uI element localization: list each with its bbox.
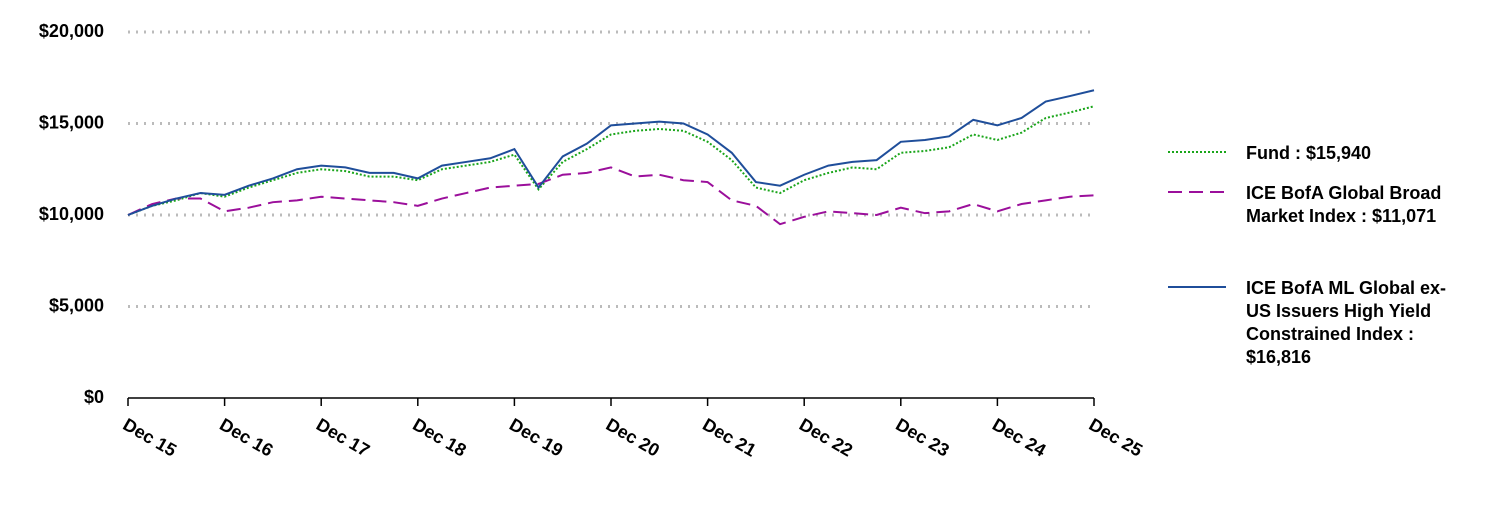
y-tick-label: $5,000 <box>49 295 104 315</box>
y-tick-label: $20,000 <box>39 21 104 41</box>
x-tick-label: Dec 20 <box>603 414 663 460</box>
x-tick-label: Dec 15 <box>120 414 180 460</box>
y-tick-label: $0 <box>84 387 104 407</box>
legend-label: Fund : $15,940 <box>1246 143 1372 163</box>
x-tick-label: Dec 17 <box>313 414 373 460</box>
series-line <box>127 105 1095 216</box>
x-tick-label: Dec 16 <box>216 414 276 460</box>
x-tick-label: Dec 22 <box>796 414 856 460</box>
legend-label: ICE BofA Global Broad Market Index : $11… <box>1246 183 1442 226</box>
x-tick-label: Dec 21 <box>699 414 759 460</box>
series-line <box>127 89 1095 216</box>
x-tick-label: Dec 19 <box>506 414 566 460</box>
x-tick-label: Dec 23 <box>892 414 952 460</box>
x-tick-label: Dec 18 <box>409 414 469 460</box>
legend-label: ICE BofA ML Global ex-US Issuers High Yi… <box>1246 278 1447 367</box>
series-line <box>127 166 1095 226</box>
x-tick-label: Dec 24 <box>989 414 1049 460</box>
x-tick-label: Dec 25 <box>1086 414 1146 460</box>
y-tick-label: $10,000 <box>39 204 104 224</box>
y-tick-label: $15,000 <box>39 112 104 132</box>
